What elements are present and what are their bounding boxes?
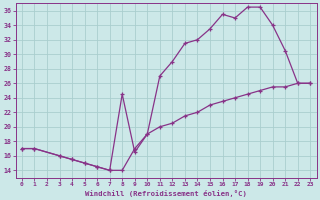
X-axis label: Windchill (Refroidissement éolien,°C): Windchill (Refroidissement éolien,°C) (85, 190, 247, 197)
